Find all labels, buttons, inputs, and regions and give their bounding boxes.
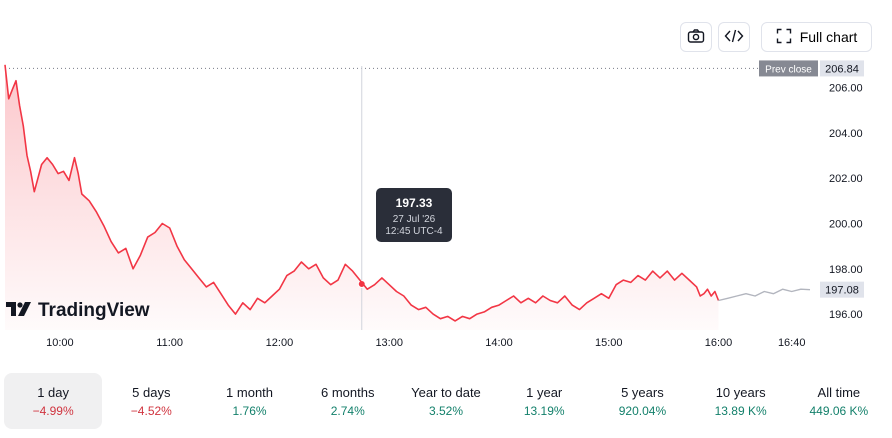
crosshair-tooltip: 197.33 27 Jul '26 12:45 UTC-4 bbox=[376, 188, 452, 242]
prev-close-label-bg bbox=[759, 60, 818, 77]
y-tick-label: 196.00 bbox=[829, 309, 863, 321]
period-1-day[interactable]: 1 day −4.99% bbox=[4, 373, 103, 429]
camera-icon bbox=[687, 28, 705, 47]
y-tick-label: 198.00 bbox=[829, 264, 863, 276]
period-label: 5 years bbox=[621, 384, 664, 400]
x-tick-label: 16:40 bbox=[778, 337, 806, 349]
crosshair-group bbox=[357, 66, 366, 330]
period-label: All time bbox=[817, 384, 861, 400]
period-label: 6 months bbox=[321, 384, 375, 400]
price-chart[interactable]: 196.00 198.00 200.00 202.00 204.00 206.00 10:… bbox=[0, 0, 892, 360]
tooltip-value: 197.33 bbox=[395, 196, 433, 210]
period-5-days[interactable]: 5 days −4.52% bbox=[102, 373, 200, 429]
period-change: 13.19% bbox=[523, 403, 565, 418]
y-tick-label: 204.00 bbox=[829, 128, 863, 140]
x-tick-label: 14:00 bbox=[485, 337, 513, 349]
series-area bbox=[5, 64, 719, 331]
period-change: 449.06 K% bbox=[809, 403, 869, 418]
price-labels: Prev close 206.84 197.08 bbox=[759, 60, 864, 298]
x-tick-label: 13:00 bbox=[375, 337, 403, 349]
period-change: −4.52% bbox=[130, 403, 172, 418]
tradingview-mark-icon bbox=[6, 300, 32, 322]
period-year-to-date[interactable]: Year to date 3.52% bbox=[397, 373, 495, 429]
prev-close-value: 206.84 bbox=[825, 63, 859, 75]
period-change: 1.76% bbox=[232, 403, 267, 418]
period-change: 2.74% bbox=[330, 403, 365, 418]
x-tick-label: 15:00 bbox=[595, 337, 623, 349]
code-icon bbox=[724, 28, 744, 47]
period-change: −4.99% bbox=[32, 403, 74, 418]
x-tick-label: 10:00 bbox=[46, 337, 74, 349]
period-selector: 1 day −4.99% 5 days −4.52% 1 month 1.76% 6 … bbox=[4, 373, 888, 429]
period-label: 1 year bbox=[526, 384, 563, 400]
full-chart-label: Full chart bbox=[799, 29, 858, 45]
full-chart-button[interactable]: Full chart bbox=[761, 22, 872, 52]
x-axis: 10:00 11:00 12:00 13:00 14:00 15:00 16:00 16:40 bbox=[46, 337, 805, 349]
series-line-post-market bbox=[718, 288, 811, 302]
tooltip-date: 27 Jul '26 bbox=[392, 214, 436, 225]
y-tick-label: 202.00 bbox=[829, 173, 863, 185]
period-label: 1 month bbox=[226, 384, 274, 400]
series-group bbox=[4, 64, 811, 322]
period-1-month[interactable]: 1 month 1.76% bbox=[200, 373, 298, 429]
x-tick-label: 11:00 bbox=[156, 337, 183, 349]
period-label: 5 days bbox=[132, 384, 171, 400]
period-change: 13.89 K% bbox=[714, 403, 767, 418]
embed-code-button[interactable] bbox=[718, 22, 750, 52]
series-line-session bbox=[4, 64, 720, 322]
x-tick-label: 16:00 bbox=[705, 337, 733, 349]
tooltip-time: 12:45 UTC-4 bbox=[385, 226, 443, 237]
period-change: 3.52% bbox=[428, 403, 463, 418]
period-change: 920.04% bbox=[618, 403, 667, 418]
y-axis: 196.00 198.00 200.00 202.00 204.00 206.00 bbox=[829, 82, 863, 321]
y-tick-label: 200.00 bbox=[829, 218, 863, 230]
logo-text: TradingView bbox=[38, 300, 150, 321]
fullscreen-icon bbox=[776, 28, 792, 47]
last-price-bg bbox=[820, 281, 864, 298]
tradingview-logo: TradingView bbox=[6, 300, 150, 322]
prev-close-value-bg bbox=[820, 60, 864, 77]
prev-close-label: Prev close bbox=[765, 64, 812, 75]
period-5-years[interactable]: 5 years 920.04% bbox=[593, 373, 691, 429]
period-label: 1 day bbox=[37, 384, 70, 400]
last-price-value: 197.08 bbox=[825, 285, 859, 297]
area-group bbox=[5, 64, 719, 331]
period-label: Year to date bbox=[411, 384, 481, 400]
period-6-months[interactable]: 6 months 2.74% bbox=[299, 373, 397, 429]
period-label: 10 years bbox=[715, 384, 766, 400]
period-10-years[interactable]: 10 years 13.89 K% bbox=[692, 373, 790, 429]
period-1-year[interactable]: 1 year 13.19% bbox=[495, 373, 593, 429]
camera-button[interactable] bbox=[680, 22, 712, 52]
y-tick-label: 206.00 bbox=[829, 82, 863, 94]
period-all-time[interactable]: All time 449.06 K% bbox=[790, 373, 888, 429]
x-tick-label: 12:00 bbox=[266, 337, 294, 349]
